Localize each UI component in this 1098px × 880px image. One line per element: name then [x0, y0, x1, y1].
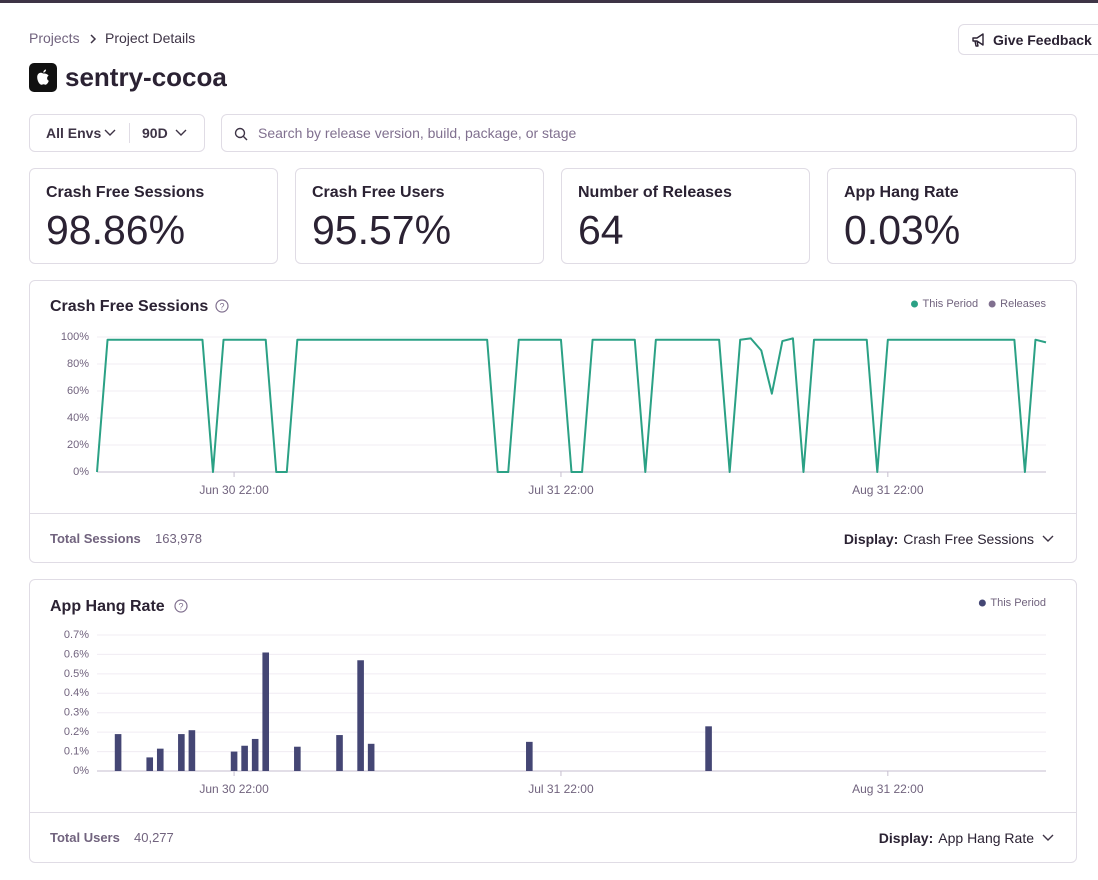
- search-placeholder: Search by release version, build, packag…: [258, 125, 576, 141]
- card-label: Crash Free Users: [312, 184, 445, 202]
- display-label: Display:: [844, 531, 898, 547]
- chart-panel: Crash Free Sessions ? Total Sessions 163…: [29, 280, 1077, 563]
- svg-text:?: ?: [178, 602, 183, 612]
- feedback-label: Give Feedback: [993, 32, 1092, 48]
- total-label: Total Sessions: [50, 531, 141, 546]
- display-select[interactable]: Display: Crash Free Sessions: [844, 531, 1034, 547]
- environment-filter[interactable]: All Envs: [46, 125, 101, 141]
- search-input[interactable]: Search by release version, build, packag…: [221, 114, 1077, 152]
- breadcrumb-current: Project Details: [105, 30, 195, 46]
- display-label: Display:: [879, 830, 933, 846]
- breadcrumb-separator: [88, 32, 98, 46]
- svg-text:?: ?: [219, 302, 224, 312]
- total-value: 163,978: [155, 531, 202, 546]
- feedback-button[interactable]: Give Feedback: [958, 24, 1098, 55]
- chart-panel: App Hang Rate ? Total Users 40,277 Displ…: [29, 579, 1077, 863]
- score-card: Crash Free Sessions 98.86%: [29, 168, 278, 264]
- platform-icon: [29, 63, 57, 92]
- chart-title: Crash Free Sessions: [50, 298, 208, 316]
- card-value: 0.03%: [844, 207, 960, 254]
- chevron: [175, 128, 187, 138]
- display-value: App Hang Rate: [938, 830, 1034, 846]
- score-card: App Hang Rate 0.03%: [827, 168, 1076, 264]
- chevron: [104, 128, 116, 138]
- chevron: [1042, 534, 1054, 544]
- card-label: Crash Free Sessions: [46, 184, 204, 202]
- display-select[interactable]: Display: App Hang Rate: [879, 830, 1034, 846]
- card-label: Number of Releases: [578, 184, 732, 202]
- breadcrumb-link[interactable]: Projects: [29, 30, 80, 46]
- score-card: Crash Free Users 95.57%: [295, 168, 544, 264]
- display-value: Crash Free Sessions: [903, 531, 1034, 547]
- filter-group: All Envs 90D: [29, 114, 205, 152]
- chevron: [1042, 833, 1054, 843]
- help-icon[interactable]: ?: [174, 599, 188, 613]
- total-value: 40,277: [134, 830, 174, 845]
- chart-title: App Hang Rate: [50, 598, 165, 616]
- search-icon: [234, 127, 248, 141]
- card-value: 95.57%: [312, 207, 451, 254]
- total-label: Total Users: [50, 830, 120, 845]
- score-card: Number of Releases 64: [561, 168, 810, 264]
- divider: [30, 513, 1076, 514]
- megaphone-icon: [971, 32, 987, 48]
- card-value: 64: [578, 207, 624, 254]
- divider: [30, 812, 1076, 813]
- period-filter[interactable]: 90D: [142, 125, 168, 141]
- project-title: sentry-cocoa: [65, 62, 227, 93]
- divider: [129, 123, 130, 143]
- card-value: 98.86%: [46, 207, 185, 254]
- help-icon[interactable]: ?: [215, 299, 229, 313]
- card-label: App Hang Rate: [844, 184, 959, 202]
